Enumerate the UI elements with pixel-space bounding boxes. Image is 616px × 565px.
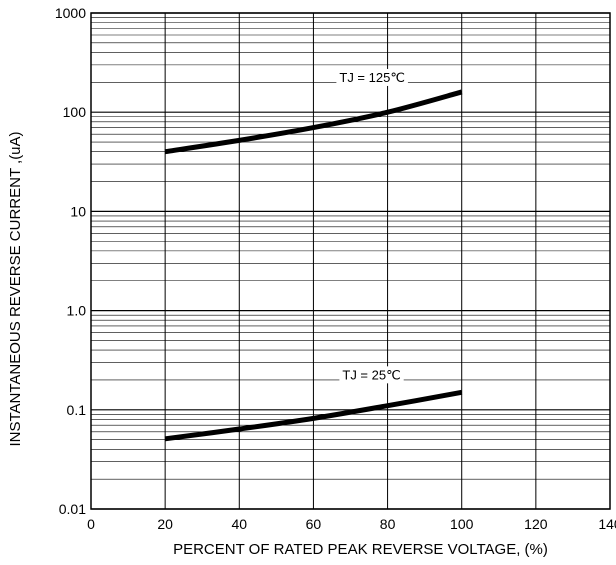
series-label-layer: TJ = 125℃ TJ = 25℃ bbox=[336, 68, 408, 384]
series-label-text: TJ = 125℃ bbox=[339, 70, 405, 85]
y-axis-title: INSTANTANEOUS REVERSE CURRENT ,(uA) bbox=[7, 131, 24, 446]
y-tick-label: 1000 bbox=[55, 5, 86, 21]
y-tick-labels: 0.01 0.1 1.0 10 100 1000 bbox=[55, 5, 86, 517]
x-tick-label: 20 bbox=[157, 516, 173, 532]
x-tick-label: 140 bbox=[598, 516, 616, 532]
x-tick-labels: 0 20 40 60 80 100 120 140 bbox=[87, 516, 616, 532]
series-layer bbox=[164, 89, 463, 442]
minor-gridlines bbox=[91, 17, 610, 480]
y-tick-label: 10 bbox=[70, 203, 86, 219]
series-label-bg bbox=[339, 366, 404, 384]
x-tick-label: 0 bbox=[87, 516, 95, 532]
x-tick-label: 40 bbox=[231, 516, 247, 532]
y-tick-label: 100 bbox=[63, 104, 87, 120]
series-label-text: TJ = 25℃ bbox=[342, 367, 400, 382]
plot-frame bbox=[90, 12, 611, 510]
x-tick-label: 100 bbox=[450, 516, 474, 532]
major-gridlines bbox=[90, 12, 611, 510]
x-tick-label: 120 bbox=[524, 516, 548, 532]
y-tick-label: 0.1 bbox=[67, 402, 87, 418]
series-label-bg bbox=[336, 68, 408, 86]
series-label-0: TJ = 125℃ bbox=[336, 68, 408, 86]
y-tick-label: 1.0 bbox=[67, 303, 87, 319]
x-axis-title: PERCENT OF RATED PEAK REVERSE VOLTAGE, (… bbox=[173, 541, 548, 558]
x-tick-label: 80 bbox=[380, 516, 396, 532]
x-tick-label: 60 bbox=[306, 516, 322, 532]
series-label-1: TJ = 25℃ bbox=[339, 366, 404, 384]
series-line-1 bbox=[164, 389, 463, 442]
series-line-0 bbox=[164, 89, 463, 155]
y-tick-label: 0.01 bbox=[59, 501, 86, 517]
